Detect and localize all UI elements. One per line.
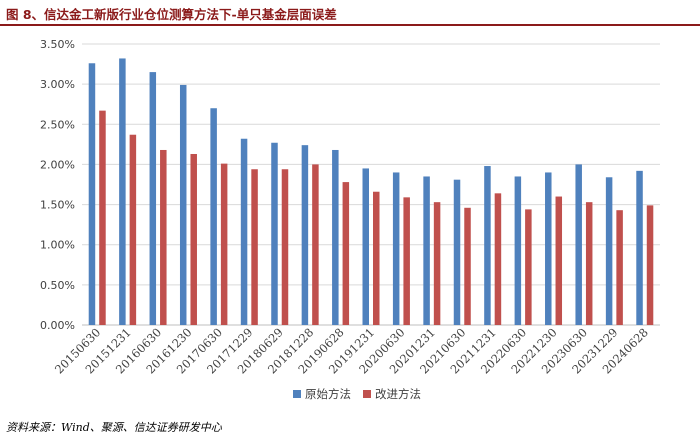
legend-swatch-original	[293, 390, 301, 398]
bar-original-method	[453, 179, 461, 325]
bar-improved-method	[99, 110, 106, 325]
bar-improved-method	[464, 207, 471, 325]
bar-original-method	[332, 149, 339, 325]
bar-improved-method	[251, 169, 258, 325]
title-divider	[0, 24, 700, 26]
y-tick-label: 3.00%	[40, 78, 75, 91]
bar-original-method	[119, 58, 126, 326]
bar-original-method	[149, 72, 157, 325]
bar-original-method	[271, 142, 278, 325]
y-tick-label: 1.50%	[40, 199, 75, 212]
source-note: 资料来源：Wind、聚源、信达证券研发中心	[6, 421, 222, 434]
bar-original-method	[545, 172, 552, 325]
bar-improved-method	[190, 153, 197, 325]
bar-original-method	[636, 170, 643, 325]
y-tick-label: 3.50%	[40, 38, 75, 51]
bar-original-method	[179, 84, 187, 326]
bar-original-method	[484, 166, 491, 325]
bar-improved-method	[616, 210, 623, 325]
bar-improved-method	[433, 202, 441, 325]
y-tick-label: 0.50%	[40, 279, 75, 292]
bar-original-method	[423, 176, 430, 325]
bar-improved-method	[312, 164, 319, 325]
bar-improved-method	[555, 196, 563, 325]
y-tick-label: 1.00%	[40, 239, 75, 252]
y-tick-label: 2.50%	[40, 118, 75, 131]
bar-improved-method	[403, 197, 410, 325]
bar-original-method	[392, 172, 400, 325]
bar-improved-method	[342, 182, 350, 325]
bar-original-method	[605, 177, 613, 325]
bar-original-method	[301, 145, 309, 325]
bar-improved-method	[281, 169, 289, 325]
bar-improved-method	[494, 193, 502, 325]
legend-label-improved: 改进方法	[375, 387, 421, 401]
y-tick-label: 2.00%	[40, 158, 75, 171]
bar-improved-method	[160, 149, 167, 325]
bar-original-method	[88, 63, 96, 326]
figure-title: 图 8、信达金工新版行业仓位测算方法下-单只基金层面误差	[6, 7, 337, 22]
bar-improved-method	[373, 191, 380, 325]
legend-label-original: 原始方法	[305, 387, 351, 401]
bar-improved-method	[525, 209, 532, 325]
bar-original-method	[362, 168, 369, 325]
bar-original-method	[240, 138, 248, 325]
bar-original-method	[514, 176, 522, 325]
bar-original-method	[575, 164, 582, 325]
bar-original-method	[210, 108, 217, 325]
legend-swatch-improved	[363, 390, 371, 398]
bar-improved-method	[585, 202, 593, 325]
bar-improved-method	[129, 134, 137, 325]
y-tick-label: 0.00%	[40, 319, 75, 332]
bar-improved-method	[220, 163, 228, 325]
bar-improved-method	[646, 205, 654, 325]
